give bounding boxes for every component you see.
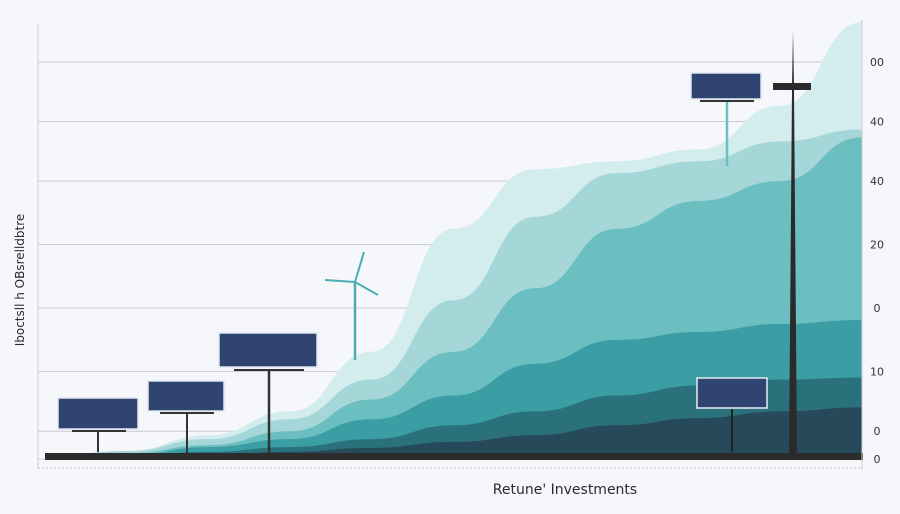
y-tick-label: 10 bbox=[870, 366, 884, 379]
solar-panel-icon bbox=[696, 377, 768, 452]
x-axis-label: Retune' Investments bbox=[493, 482, 637, 498]
y-tick-label: 20 bbox=[870, 239, 884, 252]
solar-panel-icon bbox=[147, 380, 225, 455]
solar-panel-icon bbox=[690, 72, 762, 166]
y-tick-label: 00 bbox=[870, 56, 884, 69]
area-series bbox=[45, 22, 862, 460]
y-tick-label: 0 bbox=[874, 453, 881, 466]
y-tick-label: 40 bbox=[870, 116, 884, 129]
y-tick-label: 0 bbox=[874, 302, 881, 315]
wind-turbine-tower-icon bbox=[773, 30, 811, 455]
solar-panel-icon bbox=[218, 332, 318, 455]
wind-turbine-icon bbox=[324, 251, 379, 360]
y-tick-label: 0 bbox=[874, 425, 881, 438]
x-axis-baseline bbox=[45, 453, 863, 460]
y-axis-label: Iboctsll h OBsrelldbtre bbox=[13, 214, 27, 347]
y-tick-label: 40 bbox=[870, 175, 884, 188]
solar-panel-icon bbox=[57, 397, 139, 452]
area-layer-6 bbox=[45, 407, 862, 459]
